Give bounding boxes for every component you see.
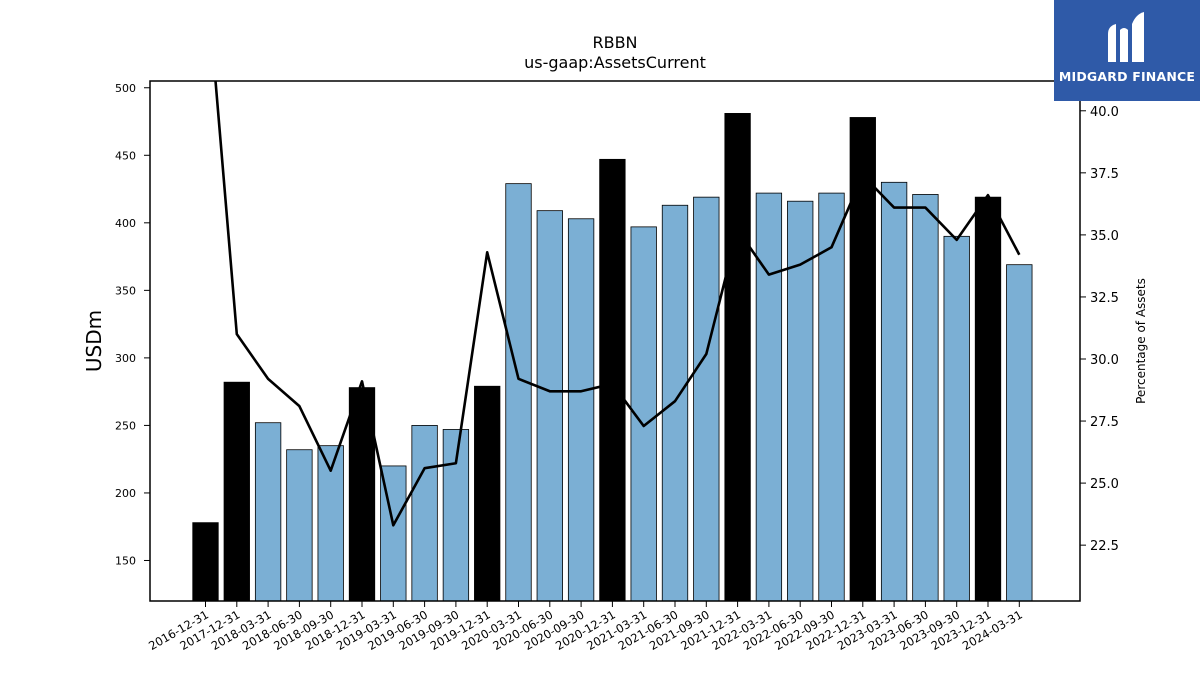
midgard-logo-icon (1108, 12, 1144, 62)
y2-tick-label: 40.0 (1090, 105, 1119, 120)
bar (880, 181, 908, 602)
bar (411, 425, 438, 602)
bar (943, 235, 970, 602)
bar (442, 429, 470, 602)
bar (1006, 264, 1033, 602)
bar (223, 381, 250, 602)
brand-name: MIDGARD FINANCE (1058, 69, 1196, 84)
plot-frame (149, 80, 1081, 602)
bar (755, 192, 783, 602)
y2-tick-label: 22.5 (1090, 539, 1119, 554)
y-tick-label: 500 (115, 82, 136, 95)
y-tick-label: 450 (115, 149, 136, 162)
y-tick-label: 400 (115, 217, 136, 230)
bar (286, 449, 313, 602)
y2-tick-label: 27.5 (1090, 415, 1119, 430)
y-tick-label: 150 (115, 554, 136, 567)
y2-tick-label: 35.0 (1090, 229, 1119, 244)
y-tick-label: 300 (115, 352, 136, 365)
bar (599, 158, 626, 602)
bar (192, 522, 219, 602)
y-axis-label: USDm (82, 310, 106, 372)
chart-title: RBBN (592, 33, 637, 52)
bar (912, 194, 939, 602)
y-tick-label: 200 (115, 487, 136, 500)
brand-logo: MIDGARD FINANCE (1054, 0, 1200, 101)
bar (567, 218, 595, 602)
y-tick-label: 350 (115, 284, 136, 297)
bar (536, 210, 563, 602)
bar (254, 422, 282, 602)
bar (474, 385, 501, 602)
bar (661, 204, 689, 602)
chart-subtitle: us-gaap:AssetsCurrent (524, 53, 706, 72)
y2-tick-label: 30.0 (1090, 353, 1119, 368)
line-series (214, 81, 1021, 527)
y2-tick-label: 25.0 (1090, 477, 1119, 492)
y2-tick-label: 37.5 (1090, 167, 1119, 182)
y-tick-label: 250 (115, 419, 136, 432)
bar (849, 117, 876, 602)
y2-axis-label: Percentage of Assets (1134, 278, 1148, 404)
y2-tick-label: 32.5 (1090, 291, 1119, 306)
bar (693, 196, 720, 602)
bar (505, 183, 532, 602)
bar (818, 192, 845, 602)
bar (974, 196, 1002, 602)
bar (724, 113, 751, 602)
